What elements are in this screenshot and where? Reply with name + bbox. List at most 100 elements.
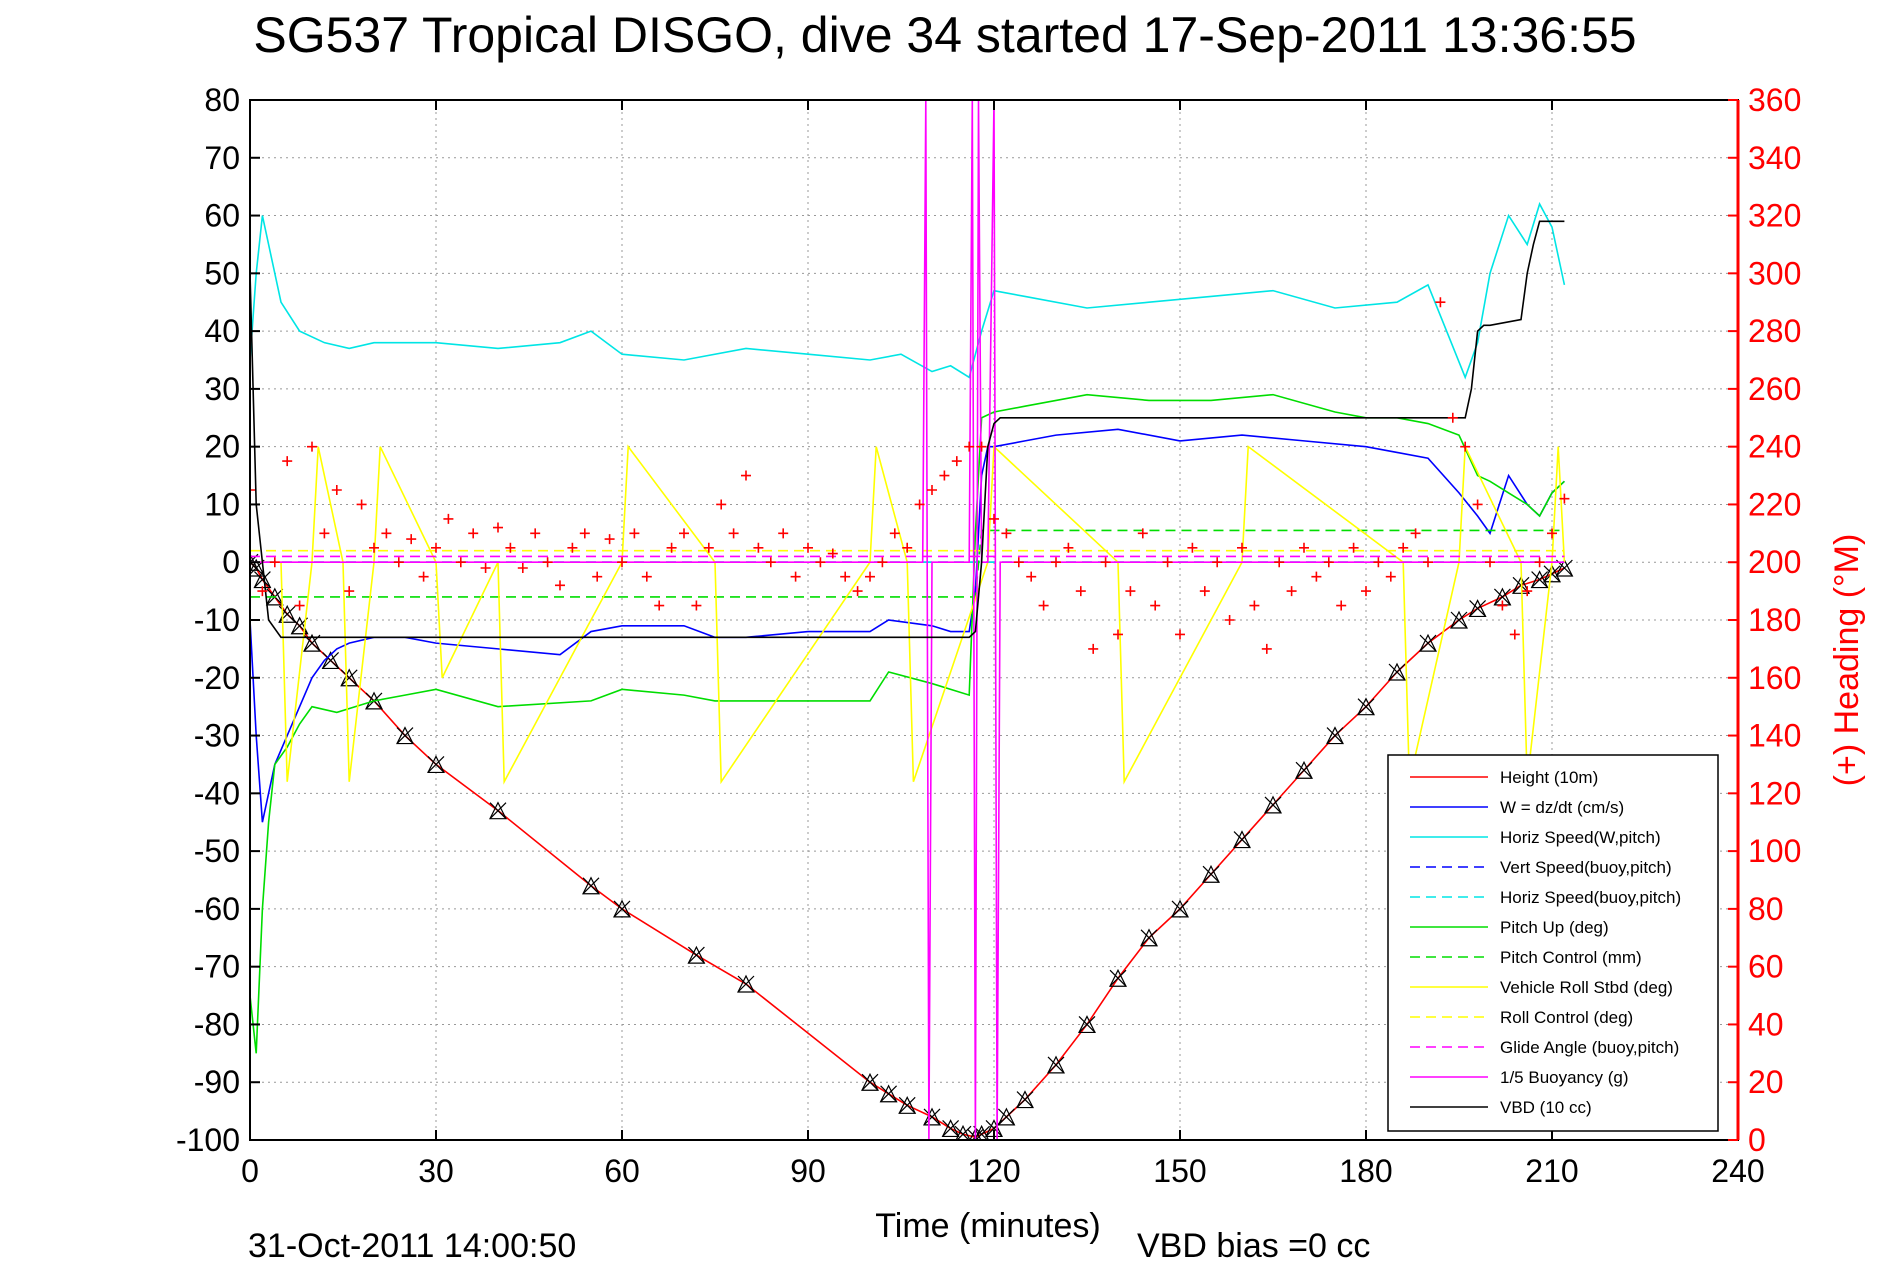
heading-marker xyxy=(1398,542,1409,553)
heading-marker xyxy=(1348,542,1359,553)
axes: 0 30 60 90 120 150 180 210 24080706050403020100-… xyxy=(176,82,1801,1189)
x-tick-label: 30 xyxy=(418,1153,454,1189)
y-left-tick-label: -10 xyxy=(194,602,240,638)
heading-marker xyxy=(1051,557,1061,568)
heading-marker xyxy=(443,513,454,524)
legend-label: Horiz Speed(buoy,pitch) xyxy=(1500,888,1681,907)
heading-marker xyxy=(852,586,863,597)
heading-marker xyxy=(1088,643,1099,654)
y-right-tick-label: 220 xyxy=(1748,486,1801,522)
height-marker xyxy=(613,899,631,918)
legend-box xyxy=(1387,754,1719,1132)
series-group xyxy=(250,100,1574,1140)
legend-label: Pitch Up (deg) xyxy=(1500,918,1609,937)
y-right-tick-label: 320 xyxy=(1748,198,1801,234)
y-right-tick-label: 260 xyxy=(1748,371,1801,407)
heading-marker xyxy=(976,441,987,452)
legend-label: 1/5 Buoyancy (g) xyxy=(1500,1068,1629,1087)
heading-marker xyxy=(815,557,826,568)
y-right-tick-label: 20 xyxy=(1748,1064,1784,1100)
heading-marker xyxy=(1013,557,1024,568)
y-right-tick-label: 160 xyxy=(1748,660,1801,696)
height-marker xyxy=(1450,610,1468,629)
heading-marker xyxy=(331,485,342,495)
y-left-tick-label: 70 xyxy=(204,140,240,176)
y-left-tick-label: 30 xyxy=(204,371,240,407)
y-left-tick-label: -90 xyxy=(194,1064,240,1100)
heading-marker xyxy=(1261,643,1272,654)
heading-marker xyxy=(753,542,764,553)
heading-marker xyxy=(741,470,751,481)
heading-marker xyxy=(1175,629,1185,640)
y-left-tick-label: -50 xyxy=(194,833,240,869)
heading-marker xyxy=(1509,629,1520,640)
y-left-tick-label: -70 xyxy=(194,949,240,985)
height-marker xyxy=(1543,564,1561,583)
height-marker xyxy=(879,1084,898,1103)
y-left-tick-label: 40 xyxy=(204,313,240,349)
heading-marker xyxy=(1447,412,1458,423)
y-left-tick-label: -100 xyxy=(176,1122,240,1158)
series-line-5 xyxy=(250,393,1565,1054)
heading-marker xyxy=(455,557,466,568)
heading-marker xyxy=(1038,600,1049,611)
heading-marker xyxy=(1274,557,1285,568)
heading-marker xyxy=(666,542,677,553)
heading-marker xyxy=(1026,571,1037,582)
y-left-tick-label: 20 xyxy=(204,429,240,465)
heading-marker xyxy=(840,571,851,582)
heading-marker xyxy=(1472,499,1483,510)
heading-marker xyxy=(964,441,975,452)
heading-marker xyxy=(1286,586,1297,597)
heading-marker xyxy=(319,528,330,539)
height-marker xyxy=(687,945,706,964)
heading-marker xyxy=(431,542,441,553)
height-marker xyxy=(1388,662,1406,681)
height-marker xyxy=(861,1072,879,1091)
heading-marker xyxy=(703,542,714,553)
legend-label: Roll Control (deg) xyxy=(1500,1008,1633,1027)
heading-marker xyxy=(1299,542,1309,553)
heading-marker xyxy=(579,528,590,539)
y-right-tick-label: 200 xyxy=(1748,544,1801,580)
heading-marker xyxy=(889,528,900,539)
heading-marker xyxy=(1075,586,1086,597)
y-right-tick-label: 360 xyxy=(1748,82,1801,118)
heading-marker xyxy=(691,600,702,611)
height-marker xyxy=(997,1107,1016,1126)
legend-label: Horiz Speed(W,pitch) xyxy=(1500,828,1661,847)
heading-marker xyxy=(865,571,875,582)
heading-marker xyxy=(381,528,392,539)
height-marker xyxy=(941,1119,960,1138)
legend-label: Pitch Control (mm) xyxy=(1500,948,1642,967)
heading-marker xyxy=(1460,441,1471,452)
legend-label: Vehicle Roll Stbd (deg) xyxy=(1500,978,1673,997)
heading-marker xyxy=(1113,629,1123,640)
footer-date: 31-Oct-2011 14:00:50 xyxy=(248,1227,576,1262)
legend-label: VBD (10 cc) xyxy=(1500,1098,1592,1117)
heading-marker xyxy=(902,542,913,553)
x-tick-label: 90 xyxy=(790,1153,826,1189)
y-right-tick-label: 180 xyxy=(1748,602,1801,638)
series-line-11 xyxy=(250,220,1565,639)
height-marker xyxy=(1357,697,1375,716)
heading-marker xyxy=(393,557,404,568)
heading-marker xyxy=(307,441,317,452)
heading-marker xyxy=(803,542,813,553)
heading-marker xyxy=(282,456,293,467)
heading-marker xyxy=(1323,557,1334,568)
heading-marker xyxy=(468,528,479,539)
heading-marker xyxy=(269,557,280,568)
heading-marker xyxy=(344,586,355,597)
y-right-tick-label: 60 xyxy=(1748,949,1784,985)
heading-marker xyxy=(1237,542,1247,553)
heading-marker xyxy=(1224,615,1235,625)
y-right-tick-label: 0 xyxy=(1748,1122,1766,1158)
x-tick-label: 150 xyxy=(1153,1153,1206,1189)
heading-marker xyxy=(1137,528,1148,539)
y-left-tick-label: -30 xyxy=(194,718,240,754)
heading-marker xyxy=(778,528,789,539)
heading-marker xyxy=(418,571,429,582)
x-tick-label: 210 xyxy=(1525,1153,1578,1189)
